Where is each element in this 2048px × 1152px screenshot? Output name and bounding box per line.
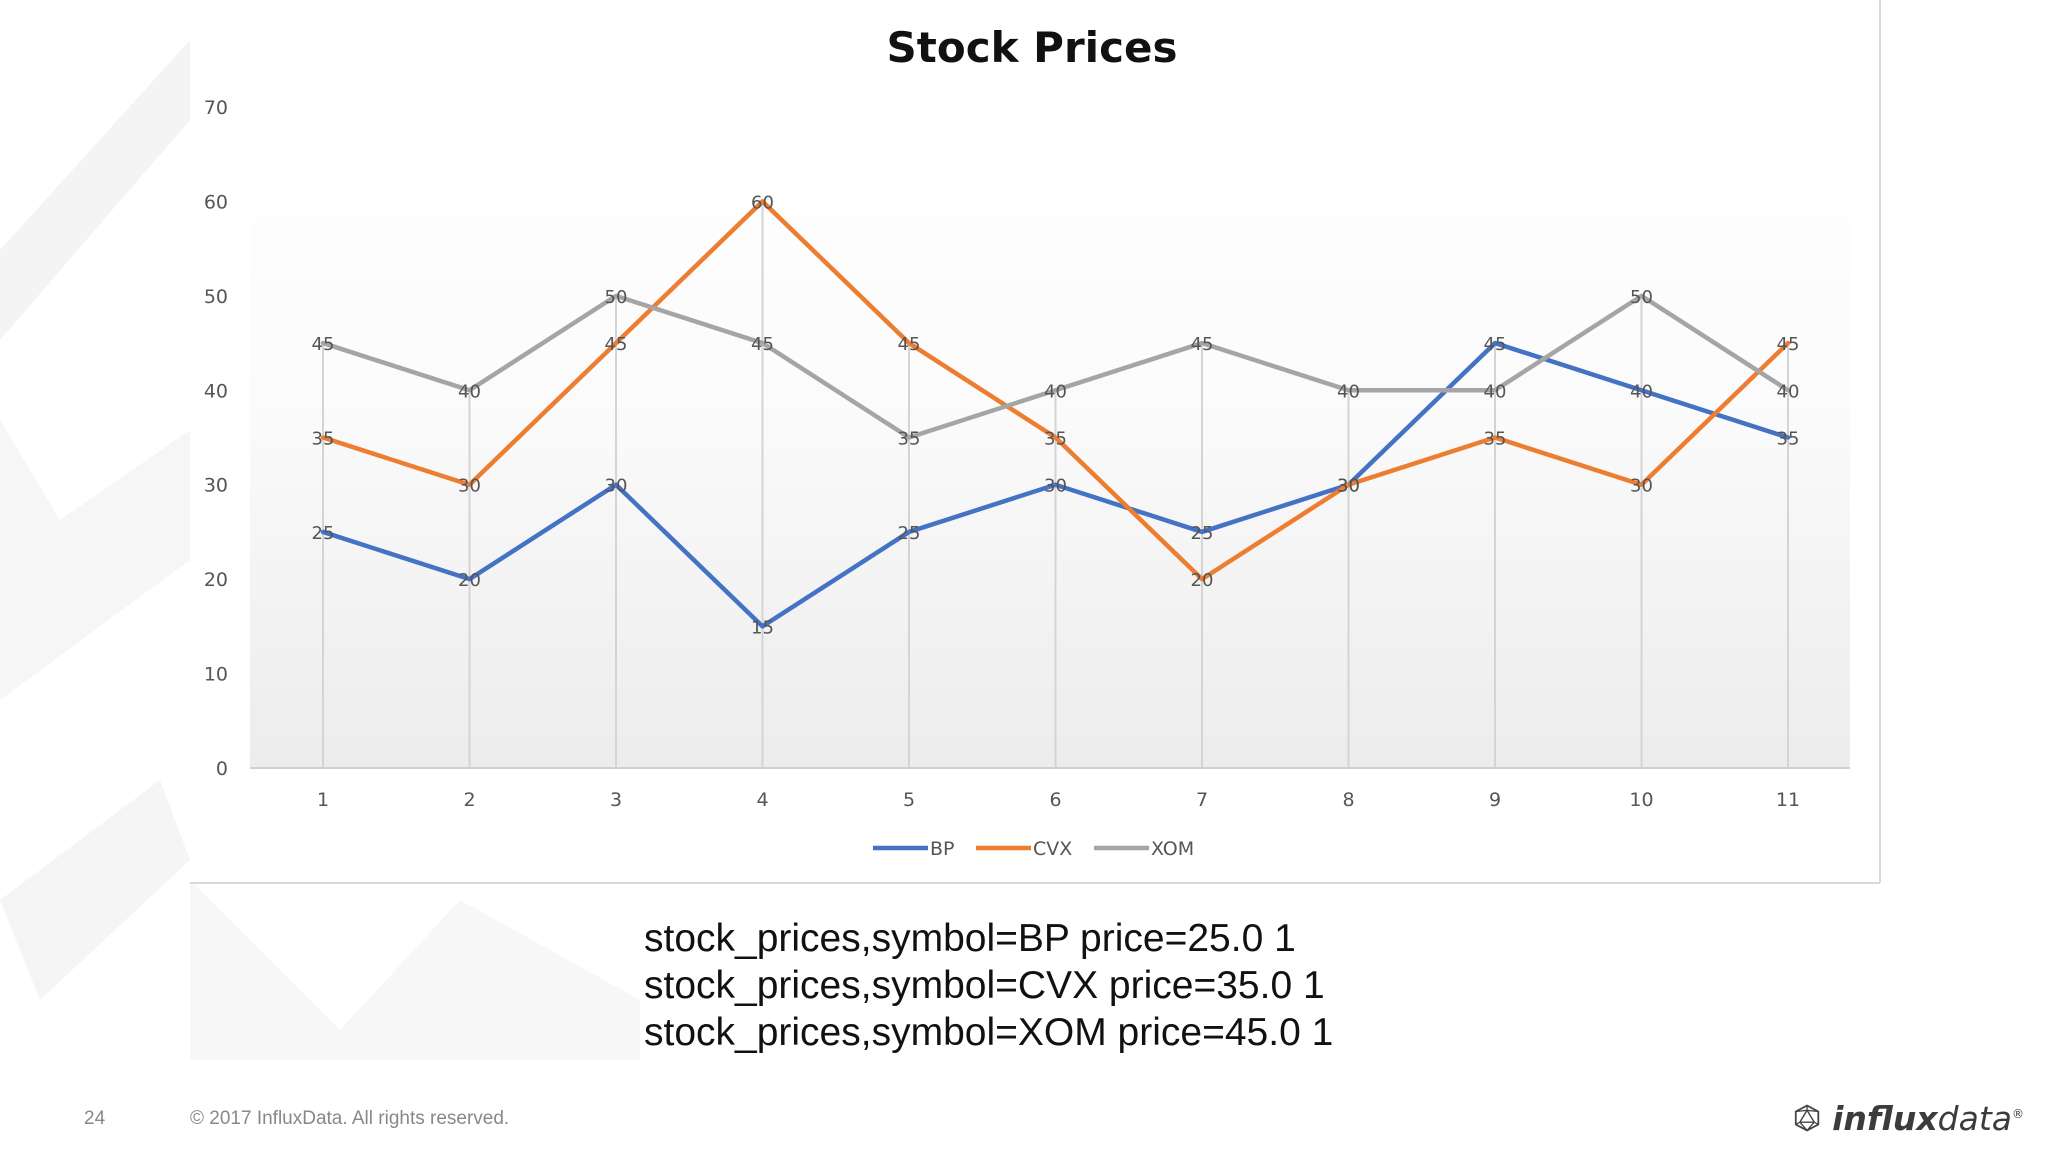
- data-label-bp: 30: [1337, 476, 1360, 497]
- data-label-bp: 20: [458, 570, 481, 591]
- data-label-xom: 40: [458, 381, 481, 402]
- data-label-bp: 25: [312, 523, 335, 544]
- copyright-notice: © 2017 InfluxData. All rights reserved.: [190, 1108, 510, 1129]
- code-line: stock_prices,symbol=XOM price=45.0 1: [644, 1011, 1334, 1054]
- y-tick-label: 60: [204, 191, 228, 213]
- data-label-bp: 15: [751, 617, 774, 638]
- x-tick-label: 5: [903, 789, 915, 811]
- legend: BP CVX XOM: [873, 838, 1194, 860]
- series-line-xom: [320, 293, 1791, 440]
- data-label-xom: 45: [1191, 334, 1214, 355]
- legend-label: XOM: [1151, 838, 1194, 860]
- series-line-cvx: [320, 199, 1791, 582]
- y-tick-label: 70: [204, 97, 228, 119]
- x-tick-label: 6: [1049, 789, 1061, 811]
- data-label-cvx: 30: [458, 476, 481, 497]
- data-label-cvx: 35: [1484, 429, 1507, 450]
- logo-text-bold: influx: [1832, 1098, 1938, 1138]
- series-lines: [320, 199, 1791, 629]
- data-label-xom: 35: [898, 429, 921, 450]
- data-label-xom: 45: [751, 334, 774, 355]
- logo-registered-mark: ®: [2012, 1106, 2024, 1121]
- x-tick-label: 11: [1776, 789, 1800, 811]
- data-label-xom: 40: [1337, 381, 1360, 402]
- code-line: stock_prices,symbol=CVX price=35.0 1: [644, 964, 1325, 1007]
- legend-item-xom: XOM: [1094, 838, 1194, 860]
- icosahedron-icon: [1794, 1104, 1820, 1132]
- x-tick-label: 1: [317, 789, 329, 811]
- legend-label: BP: [930, 838, 955, 860]
- line-protocol-code: stock_prices,symbol=BP price=25.0 1 stoc…: [644, 915, 1544, 1056]
- legend-label: CVX: [1033, 838, 1072, 860]
- data-label-cvx: 30: [1630, 476, 1653, 497]
- y-tick-label: 0: [216, 758, 228, 780]
- data-label-bp: 30: [1044, 476, 1067, 497]
- data-label-cvx: 45: [898, 334, 921, 355]
- data-label-bp: 45: [1484, 334, 1507, 355]
- data-labels: 25 20 30 15 25 30 25 30 45 40 35 35 30 45 60 45 35 20 30 35…: [312, 192, 1800, 638]
- legend-item-cvx: CVX: [976, 838, 1072, 860]
- data-label-bp: 25: [898, 523, 921, 544]
- data-label-xom: 40: [1777, 381, 1800, 402]
- data-label-bp: 40: [1630, 381, 1653, 402]
- x-tick-label: 7: [1196, 789, 1208, 811]
- x-tick-label: 8: [1342, 789, 1354, 811]
- data-label-xom: 40: [1484, 381, 1507, 402]
- data-label-bp: 30: [605, 476, 628, 497]
- x-tick-label: 10: [1629, 789, 1653, 811]
- code-line: stock_prices,symbol=BP price=25.0 1: [644, 917, 1296, 960]
- data-label-xom: 50: [605, 287, 628, 308]
- y-tick-label: 10: [204, 664, 228, 686]
- chart-title: Stock Prices: [887, 23, 1178, 72]
- x-tick-label: 2: [463, 789, 475, 811]
- data-label-cvx: 45: [605, 334, 628, 355]
- data-label-cvx: 35: [1044, 429, 1067, 450]
- legend-item-bp: BP: [873, 838, 955, 860]
- data-label-bp: 25: [1191, 523, 1214, 544]
- data-label-cvx: 35: [312, 429, 335, 450]
- x-tick-label: 9: [1489, 789, 1501, 811]
- logo-text-rest: data: [1937, 1098, 2012, 1138]
- data-label-xom: 40: [1044, 381, 1067, 402]
- data-label-xom: 50: [1630, 287, 1653, 308]
- logo-wordmark: influxdata®: [1832, 1099, 2024, 1138]
- y-tick-label: 30: [204, 475, 228, 497]
- x-tick-label: 4: [756, 789, 768, 811]
- influxdata-logo: influxdata®: [1794, 1092, 2024, 1144]
- y-tick-label: 50: [204, 286, 228, 308]
- y-tick-label: 20: [204, 569, 228, 591]
- data-label-xom: 45: [312, 334, 335, 355]
- data-label-bp: 35: [1777, 429, 1800, 450]
- data-label-cvx: 20: [1191, 570, 1214, 591]
- y-tick-label: 40: [204, 380, 228, 402]
- data-label-cvx: 30: [1337, 476, 1360, 497]
- data-label-cvx: 45: [1777, 334, 1800, 355]
- page-number: 24: [84, 1108, 106, 1129]
- x-tick-label: 3: [610, 789, 622, 811]
- data-label-cvx: 60: [751, 192, 774, 213]
